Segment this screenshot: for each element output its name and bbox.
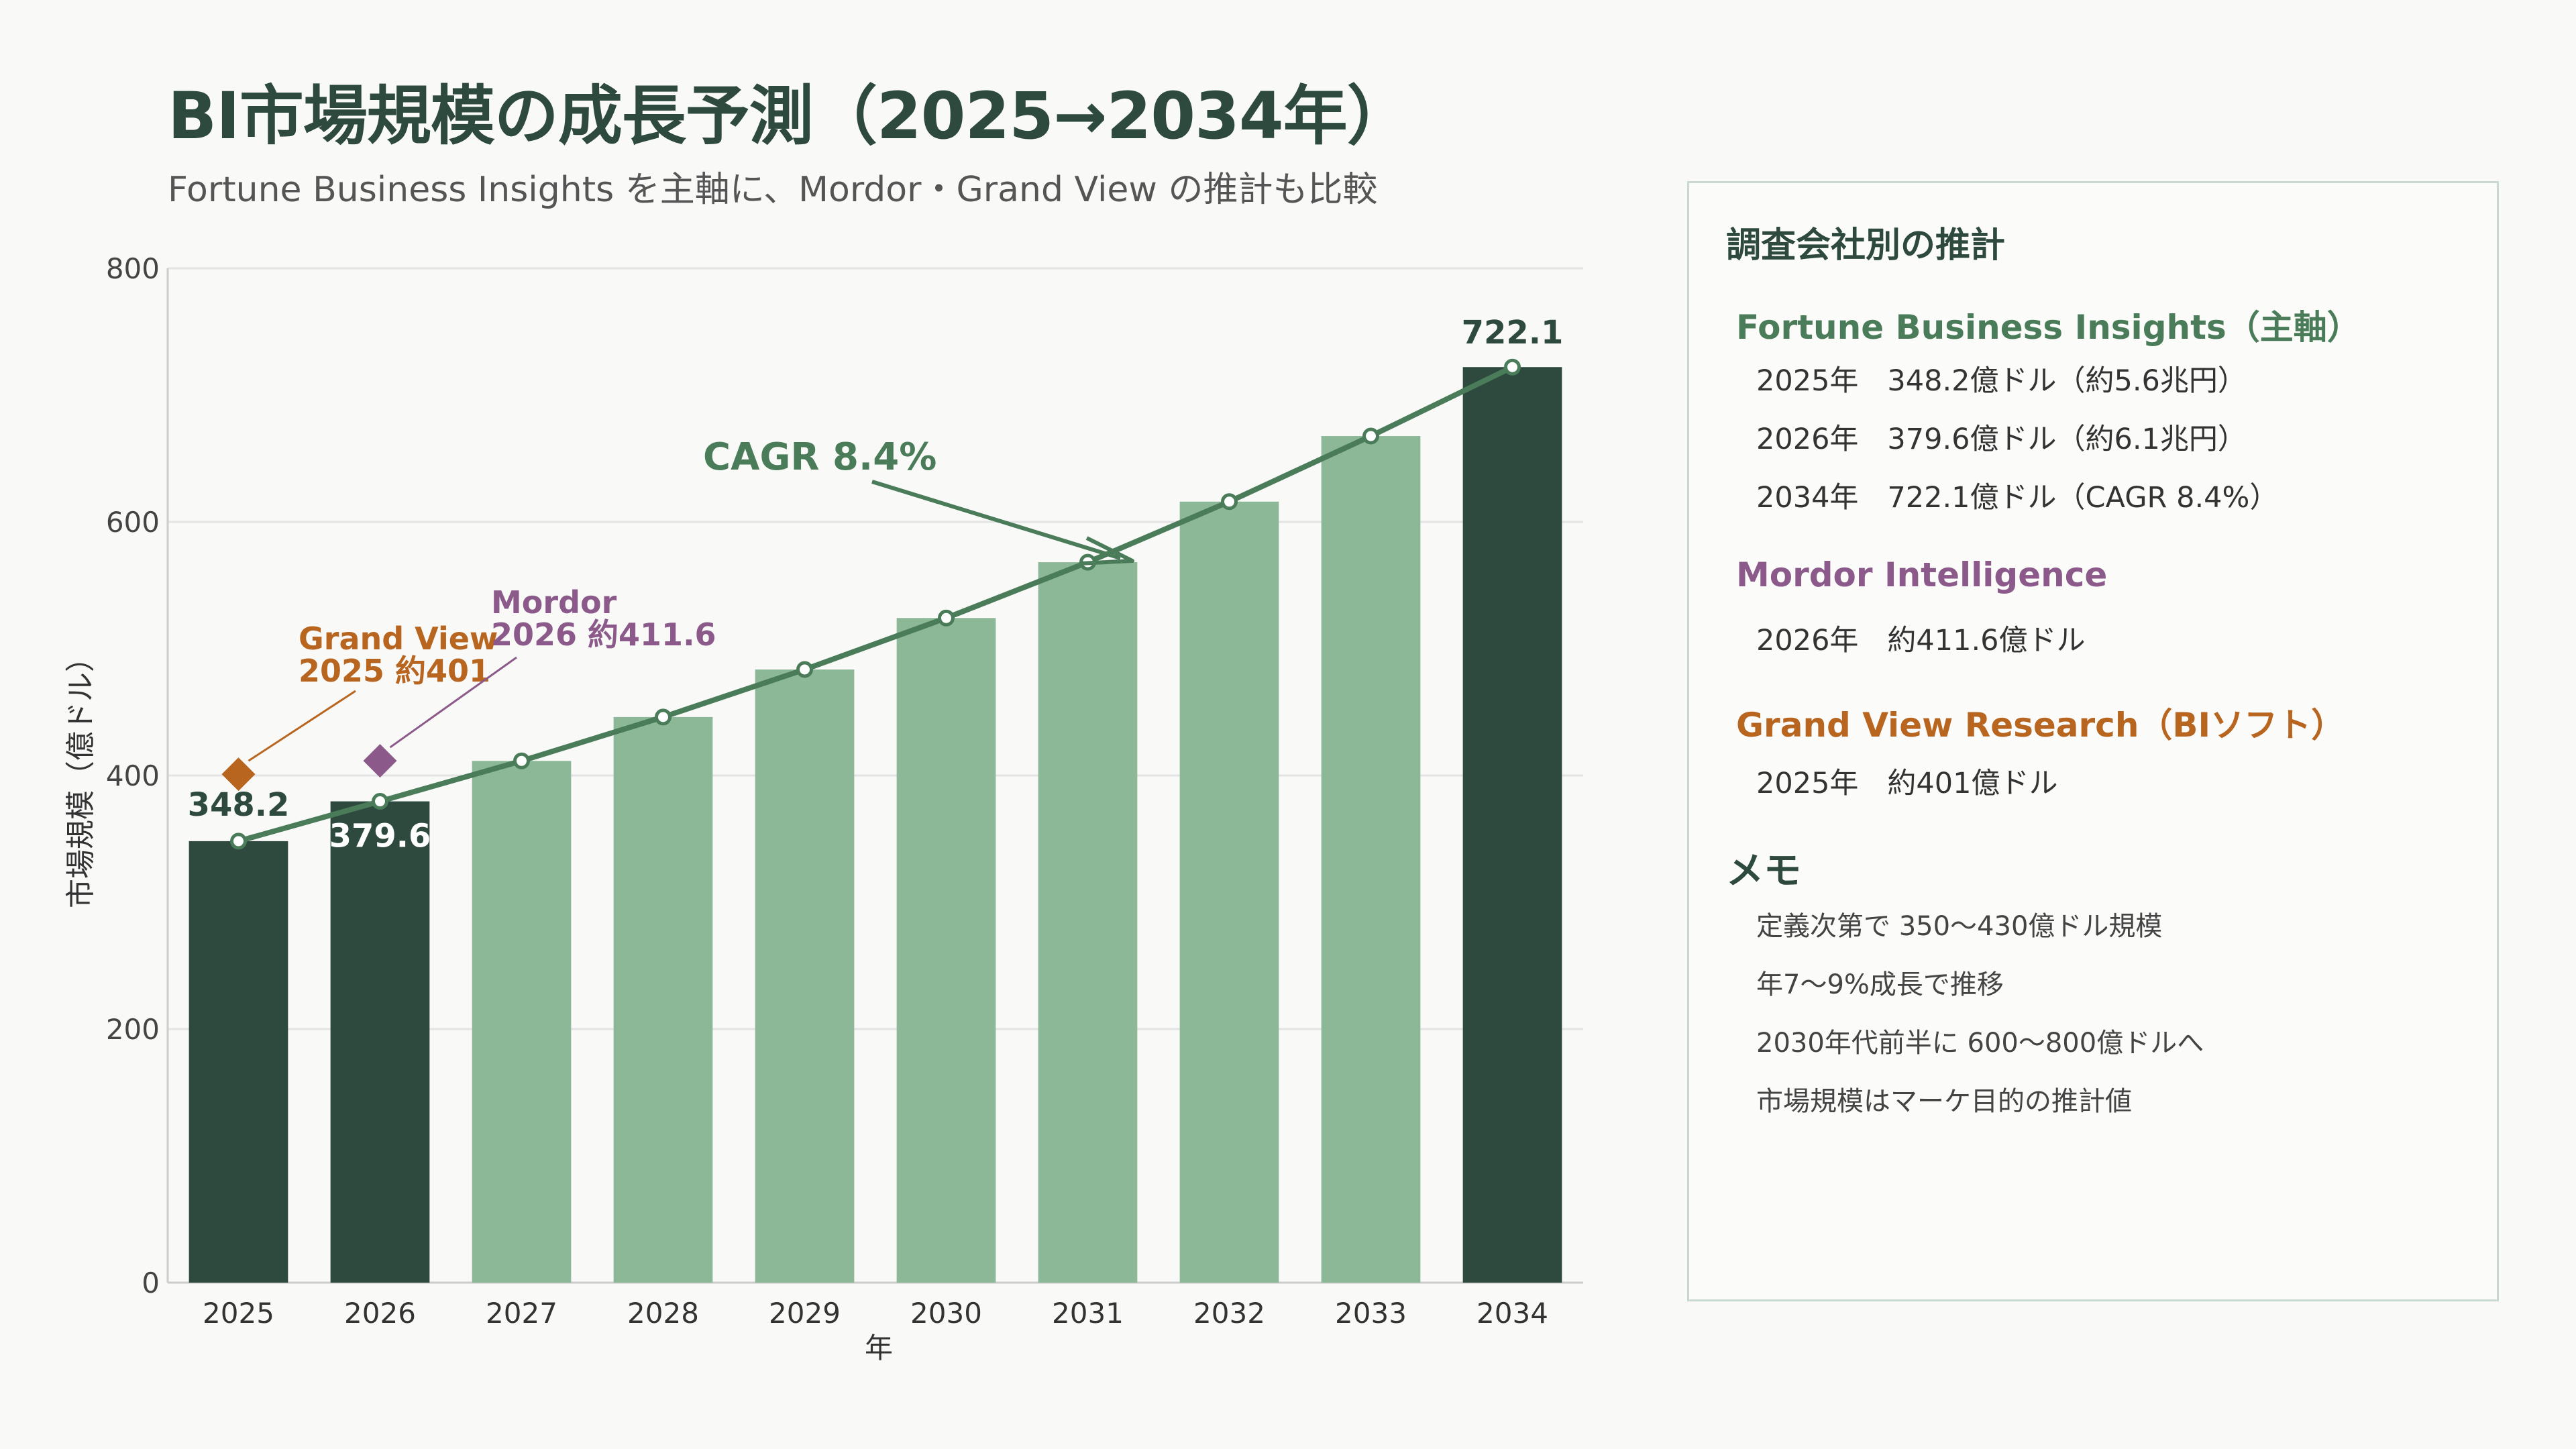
x-tick-label: 2026 (344, 1297, 416, 1330)
bar-2025 (189, 841, 288, 1283)
bar-2029 (755, 669, 855, 1283)
grand-view-label: 2025 約401 (299, 653, 490, 689)
mordor-label: Mordor (491, 584, 617, 621)
bar-2027 (472, 761, 572, 1283)
page-title: BI市場規模の成長予測（2025→2034年） (168, 78, 1411, 154)
cagr-annotation: CAGR 8.4% (703, 435, 936, 479)
x-tick-label: 2031 (1052, 1297, 1124, 1330)
value-label-2034: 722.1 (1462, 314, 1564, 352)
trend-point (1504, 358, 1521, 376)
grandview-source-name: Grand View Research（BIソフト） (1736, 706, 2345, 745)
fortune-item: 2025年 348.2億ドル（約5.6兆円） (1756, 364, 2247, 398)
y-tick-label: 0 (142, 1267, 160, 1299)
bar-2031 (1038, 562, 1138, 1283)
x-tick-label: 2025 (203, 1297, 274, 1330)
trend-point (513, 752, 530, 769)
x-tick-label: 2034 (1477, 1297, 1548, 1330)
trend-point (655, 708, 672, 726)
y-tick-label: 600 (106, 506, 160, 539)
x-tick-label: 2028 (627, 1297, 699, 1330)
mordor-item: 2026年 約411.6億ドル (1756, 624, 2086, 657)
estimates-panel: 調査会社別の推計 Fortune Business Insights（主軸） 2… (1687, 181, 2499, 1301)
mordor-marker (363, 744, 397, 778)
x-tick-label: 2027 (486, 1297, 557, 1330)
mordor-leader-line (389, 656, 517, 749)
grand-view-marker (221, 757, 256, 792)
memo-item: 市場規模はマーケ目的の推計値 (1756, 1086, 2132, 1117)
memo-item: 2030年代前半に 600〜800億ドルへ (1756, 1028, 2204, 1059)
panel-title: 調査会社別の推計 (1726, 225, 2006, 266)
memo-item: 年7〜9%成長で推移 (1756, 969, 2004, 1000)
memo-title: メモ (1726, 849, 1801, 893)
y-axis-label: 市場規模（億ドル） (64, 643, 98, 908)
trend-point (796, 661, 813, 678)
memo-item: 定義次第で 350〜430億ドル規模 (1756, 911, 2163, 942)
y-tick-label: 400 (106, 759, 160, 792)
y-tick-label: 800 (106, 252, 160, 285)
cagr-arrow-line (871, 480, 1121, 560)
x-tick-label: 2030 (910, 1297, 982, 1330)
x-tick-label: 2032 (1193, 1297, 1265, 1330)
x-tick-label: 2029 (769, 1297, 841, 1330)
trend-point (1362, 427, 1379, 445)
y-tick-label: 200 (106, 1013, 160, 1046)
trend-point (230, 833, 247, 850)
trend-point (938, 609, 955, 627)
bar-2026 (330, 801, 430, 1283)
grand-view-leader-line (248, 690, 356, 762)
fortune-item: 2026年 379.6億ドル（約6.1兆円） (1756, 423, 2247, 456)
bar-2028 (613, 716, 713, 1283)
mordor-source-name: Mordor Intelligence (1736, 555, 2108, 594)
page-subtitle: Fortune Business Insights を主軸に、Mordor・Gr… (168, 170, 1378, 210)
market-size-chart: 0 200 400 600 800 2025 2026 2027 2028 2029 2030 203… (64, 252, 1583, 1364)
fortune-source-name: Fortune Business Insights（主軸） (1736, 308, 2361, 347)
cagr-arrow-head (1079, 536, 1134, 566)
trend-point (372, 793, 388, 810)
bar-2033 (1321, 436, 1421, 1283)
bar-2034 (1462, 367, 1562, 1283)
x-tick-label: 2033 (1335, 1297, 1407, 1330)
grand-view-label: Grand View (299, 621, 498, 657)
x-axis-label: 年 (865, 1332, 893, 1364)
trend-point (1221, 493, 1238, 511)
value-label-2025: 348.2 (188, 786, 290, 824)
value-label-2026: 379.6 (329, 818, 431, 855)
bar-2032 (1179, 501, 1279, 1283)
grandview-item: 2025年 約401億ドル (1756, 767, 2058, 800)
mordor-label: 2026 約411.6 (491, 616, 716, 653)
bar-2030 (896, 618, 996, 1283)
trend-line (237, 364, 1514, 844)
fortune-item: 2034年 722.1億ドル（CAGR 8.4%） (1756, 481, 2279, 515)
